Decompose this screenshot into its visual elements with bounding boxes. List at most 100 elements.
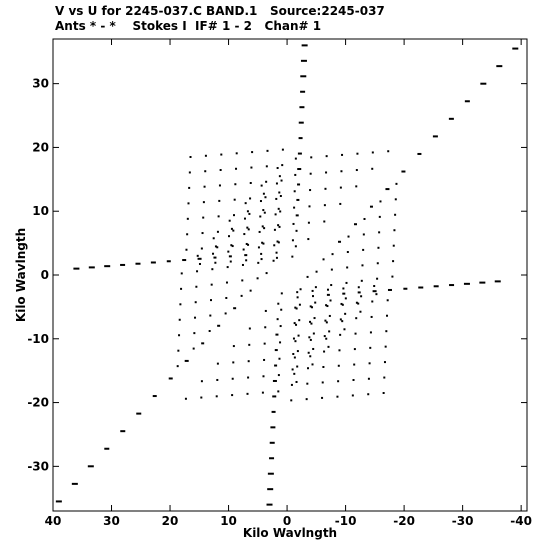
uv-point bbox=[385, 188, 390, 191]
uv-point bbox=[301, 44, 308, 47]
uv-point bbox=[373, 285, 376, 288]
uv-point bbox=[323, 350, 326, 353]
data-points bbox=[55, 44, 519, 506]
uv-point bbox=[166, 260, 171, 263]
uv-point bbox=[281, 148, 284, 151]
uv-point bbox=[263, 358, 266, 361]
uv-point bbox=[233, 214, 236, 217]
y-axis-label: Kilo Wavlngth bbox=[14, 228, 28, 322]
uv-point bbox=[200, 396, 203, 399]
uv-point bbox=[276, 318, 279, 321]
uv-point bbox=[200, 247, 203, 250]
uv-point bbox=[201, 342, 205, 345]
x-tick-label: 20 bbox=[162, 514, 179, 528]
uv-point bbox=[362, 248, 365, 251]
uv-point bbox=[232, 361, 235, 364]
uv-point bbox=[292, 337, 295, 340]
uv-point bbox=[357, 302, 360, 305]
x-tick-label: 40 bbox=[45, 514, 62, 528]
uv-point bbox=[307, 238, 310, 241]
uv-point bbox=[309, 320, 312, 323]
y-tick-label: -30 bbox=[27, 459, 49, 473]
uv-point bbox=[306, 382, 309, 385]
uv-point bbox=[55, 500, 62, 503]
uv-point bbox=[272, 379, 277, 382]
uv-point bbox=[403, 287, 408, 290]
uv-point bbox=[344, 312, 347, 315]
uv-point bbox=[279, 341, 282, 344]
uv-point bbox=[296, 350, 299, 353]
uv-point bbox=[194, 316, 197, 319]
uv-point bbox=[245, 259, 248, 262]
plot-frame bbox=[52, 38, 528, 512]
uv-point bbox=[394, 198, 397, 201]
uv-point bbox=[230, 227, 233, 230]
uv-point bbox=[371, 300, 374, 303]
uv-point bbox=[71, 482, 78, 485]
uv-point bbox=[356, 152, 359, 155]
uv-point bbox=[249, 289, 252, 292]
uv-point bbox=[179, 303, 182, 306]
uv-point bbox=[433, 285, 439, 288]
uv-point bbox=[367, 393, 370, 396]
uv-point bbox=[357, 291, 361, 294]
uv-point bbox=[367, 377, 370, 380]
uv-point bbox=[216, 246, 219, 249]
uv-point bbox=[260, 252, 263, 255]
uv-point bbox=[280, 179, 283, 182]
uv-point bbox=[479, 281, 486, 284]
uv-point bbox=[346, 266, 349, 269]
uv-point bbox=[277, 390, 280, 393]
uv-point bbox=[306, 275, 309, 278]
uv-point bbox=[241, 279, 244, 282]
uv-point bbox=[383, 376, 386, 379]
uv-point bbox=[327, 345, 330, 348]
uv-point bbox=[200, 380, 203, 383]
uv-point bbox=[343, 328, 346, 331]
uv-point bbox=[387, 150, 390, 153]
uv-point bbox=[280, 308, 283, 311]
uv-point bbox=[261, 225, 264, 228]
uv-point bbox=[383, 361, 386, 364]
uv-point bbox=[344, 297, 347, 300]
y-tick-label: 0 bbox=[41, 268, 49, 282]
uv-point bbox=[338, 349, 341, 352]
uv-point bbox=[375, 293, 378, 296]
uv-point bbox=[418, 286, 424, 289]
uv-point bbox=[323, 335, 326, 338]
uv-point bbox=[294, 157, 297, 160]
uv-point bbox=[353, 223, 357, 226]
uv-point bbox=[248, 327, 251, 330]
uv-point bbox=[347, 235, 350, 238]
uv-point bbox=[329, 299, 332, 302]
uv-point bbox=[326, 288, 329, 291]
uv-point bbox=[293, 372, 296, 375]
uv-point bbox=[297, 334, 300, 337]
uv-point bbox=[346, 251, 349, 254]
uv-point bbox=[243, 233, 246, 236]
uv-point bbox=[270, 426, 276, 429]
uv-point bbox=[231, 245, 234, 248]
uv-point bbox=[363, 217, 366, 220]
uv-point bbox=[247, 376, 250, 379]
uv-point bbox=[136, 412, 142, 415]
uv-point bbox=[249, 182, 252, 185]
uv-point bbox=[290, 399, 293, 402]
uv-point bbox=[277, 207, 280, 210]
uv-point bbox=[208, 330, 211, 333]
uv-point bbox=[386, 299, 389, 302]
uv-point bbox=[279, 195, 282, 198]
uv-point bbox=[262, 375, 265, 378]
uv-point bbox=[341, 153, 344, 156]
uv-point bbox=[214, 245, 217, 248]
uv-point bbox=[280, 292, 283, 295]
uv-point bbox=[353, 348, 356, 351]
uv-point bbox=[295, 323, 298, 326]
uv-point bbox=[278, 357, 281, 360]
uv-point bbox=[328, 330, 331, 333]
y-tick-label: -20 bbox=[27, 396, 49, 410]
uv-point bbox=[245, 242, 248, 245]
uv-point bbox=[309, 355, 312, 358]
uv-point bbox=[298, 121, 304, 124]
